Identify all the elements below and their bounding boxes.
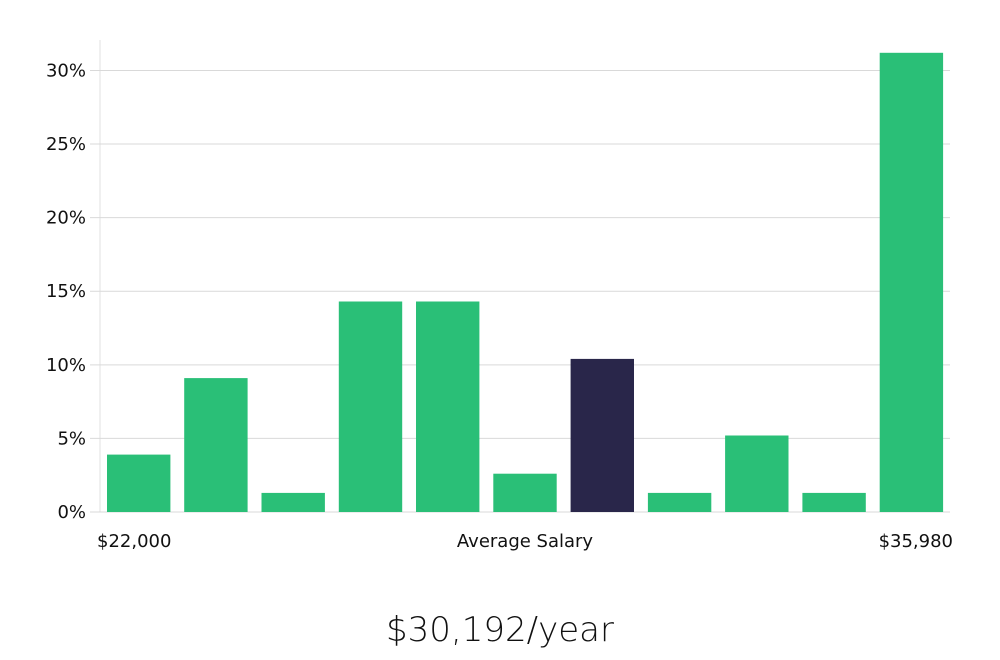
average-salary-value: $30,192/year bbox=[386, 610, 614, 650]
bar bbox=[107, 454, 171, 512]
bar bbox=[184, 378, 248, 512]
bar bbox=[416, 301, 480, 512]
salary-distribution-chart: 0% 5% 10% 15% 20% 25% 30% $22,000 Average Sala… bbox=[46, 40, 953, 552]
x-label-min: $22,000 bbox=[97, 531, 171, 552]
y-tick-label: 25% bbox=[46, 134, 86, 155]
bar bbox=[725, 435, 789, 512]
bar bbox=[802, 492, 866, 512]
x-label-average: Average Salary bbox=[457, 531, 594, 552]
y-tick-label: 5% bbox=[57, 428, 86, 449]
x-label-max: $35,980 bbox=[879, 531, 953, 552]
y-axis-ticks: 0% 5% 10% 15% 20% 25% 30% bbox=[46, 60, 86, 523]
bar-highlight bbox=[570, 358, 634, 512]
y-tick-label: 0% bbox=[57, 502, 86, 523]
y-tick-label: 15% bbox=[46, 281, 86, 302]
y-tick-label: 10% bbox=[46, 355, 86, 376]
bar bbox=[647, 492, 712, 512]
bar bbox=[261, 492, 325, 512]
bars-layer bbox=[107, 52, 944, 513]
bar bbox=[338, 301, 403, 512]
y-tick-label: 20% bbox=[46, 208, 86, 229]
y-tick-label: 30% bbox=[46, 60, 86, 81]
bar bbox=[879, 52, 944, 513]
bar bbox=[493, 473, 557, 512]
